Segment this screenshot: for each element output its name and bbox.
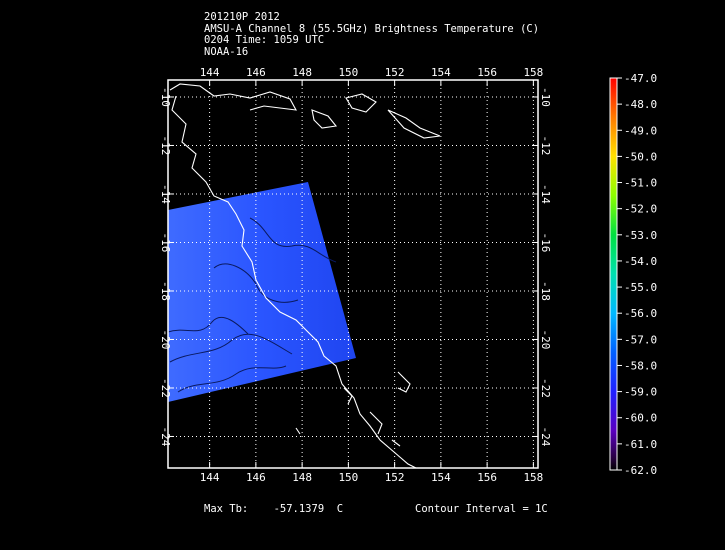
colorbar-label: -58.0 <box>624 359 657 372</box>
colorbar-label: -50.0 <box>624 150 657 163</box>
lon-tick-label-top: 146 <box>246 66 266 79</box>
lon-tick-label-top: 154 <box>431 66 451 79</box>
lat-tick-label-right: -12 <box>539 136 552 156</box>
lat-labels-left: -10 -12 -14 -16 -18 -20 -22 -24 <box>159 87 172 447</box>
colorbar-ramp <box>609 77 618 471</box>
lat-tick-label-left: -18 <box>159 281 172 301</box>
lon-tick-label-bottom: 150 <box>338 471 358 484</box>
max-tb-readout: Max Tb: -57.1379 C <box>204 503 343 515</box>
header-line-1: 201210P 2012 <box>204 11 280 23</box>
map-frame <box>167 79 539 469</box>
header-line-2: AMSU-A Channel 8 (55.5GHz) Brightness Te… <box>204 22 540 35</box>
lat-tick-label-left: -24 <box>159 427 172 447</box>
lon-tick-label-bottom: 144 <box>200 471 220 484</box>
lat-tick-label-left: -10 <box>159 87 172 107</box>
coastline-segment <box>369 411 383 435</box>
colorbar-label: -53.0 <box>624 229 657 242</box>
contour-interval: Contour Interval = 1C <box>415 503 548 515</box>
header-line-4: NOAA-16 <box>204 45 249 58</box>
colorbar-label: -47.0 <box>624 72 657 85</box>
colorbar-label: -62.0 <box>624 464 657 477</box>
coastline-segment <box>311 109 338 129</box>
colorbar-label: -49.0 <box>624 124 657 137</box>
coastline-segment <box>169 83 297 111</box>
header-line-3: 0204 Time: 1059 UTC <box>204 34 325 46</box>
max-tb-value: -57.1379 <box>273 503 325 515</box>
lat-labels-right: -10 -12 -14 -16 -18 -20 -22 -24 <box>539 87 552 447</box>
lon-tick-label-bottom: 156 <box>477 471 497 484</box>
map-header: 201210P 2012 AMSU-A Channel 8 (55.5GHz) … <box>204 11 540 58</box>
coastlines <box>169 83 441 468</box>
lon-tick-label-top: 148 <box>292 66 312 79</box>
colorbar-label: -55.0 <box>624 281 657 294</box>
colorbar-label: -52.0 <box>624 203 657 216</box>
lon-labels-bottom: 144 146 148 150 152 154 156 158 <box>200 471 544 484</box>
max-tb-label: Max Tb: <box>204 503 249 515</box>
coastline-segment <box>345 93 377 113</box>
grid-lines <box>168 80 538 468</box>
satellite-swath <box>168 182 356 402</box>
lat-tick-label-right: -16 <box>539 233 552 253</box>
lon-tick-label-top: 150 <box>338 66 358 79</box>
colorbar-label: -51.0 <box>624 177 657 190</box>
lon-tick-label-top: 156 <box>477 66 497 79</box>
max-tb-unit: C <box>336 503 344 515</box>
lat-tick-label-right: -10 <box>539 87 552 107</box>
colorbar-label: -59.0 <box>624 386 657 399</box>
lat-tick-label-left: -22 <box>159 378 172 398</box>
lat-tick-label-right: -24 <box>539 427 552 447</box>
coastline-segment <box>171 95 417 468</box>
colorbar-label: -48.0 <box>624 98 657 111</box>
colorbar-label: -60.0 <box>624 412 657 425</box>
lon-tick-label-bottom: 146 <box>246 471 266 484</box>
lat-tick-label-right: -20 <box>539 330 552 350</box>
lat-tick-label-right: -22 <box>539 378 552 398</box>
lat-tick-label-left: -16 <box>159 233 172 253</box>
lat-tick-label-right: -14 <box>539 184 552 204</box>
coastline-segment <box>391 439 401 447</box>
coastline-segment <box>397 371 411 393</box>
lon-tick-label-top: 144 <box>200 66 220 79</box>
lon-tick-label-bottom: 148 <box>292 471 312 484</box>
coastline-segment <box>387 109 441 139</box>
lon-tick-label-top: 152 <box>385 66 405 79</box>
lon-tick-label-bottom: 154 <box>431 471 451 484</box>
colorbar-label: -57.0 <box>624 333 657 346</box>
lon-tick-label-bottom: 152 <box>385 471 405 484</box>
lat-tick-label-left: -20 <box>159 330 172 350</box>
colorbar: -47.0 -48.0 -49.0 -50.0 -51.0 -52.0 -53.0 -54.0… <box>609 72 657 477</box>
colorbar-label: -56.0 <box>624 307 657 320</box>
lon-tick-label-top: 158 <box>523 66 543 79</box>
lat-tick-label-left: -14 <box>159 184 172 204</box>
lon-labels-top: 144 146 148 150 152 154 156 158 <box>200 66 544 79</box>
coastline-segment <box>343 387 353 405</box>
lon-tick-label-bottom: 158 <box>523 471 543 484</box>
coastline-segment <box>295 427 301 435</box>
colorbar-label: -61.0 <box>624 438 657 451</box>
colorbar-label: -54.0 <box>624 255 657 268</box>
lat-tick-label-left: -12 <box>159 136 172 156</box>
axis-ticks <box>168 80 538 468</box>
lat-tick-label-right: -18 <box>539 281 552 301</box>
